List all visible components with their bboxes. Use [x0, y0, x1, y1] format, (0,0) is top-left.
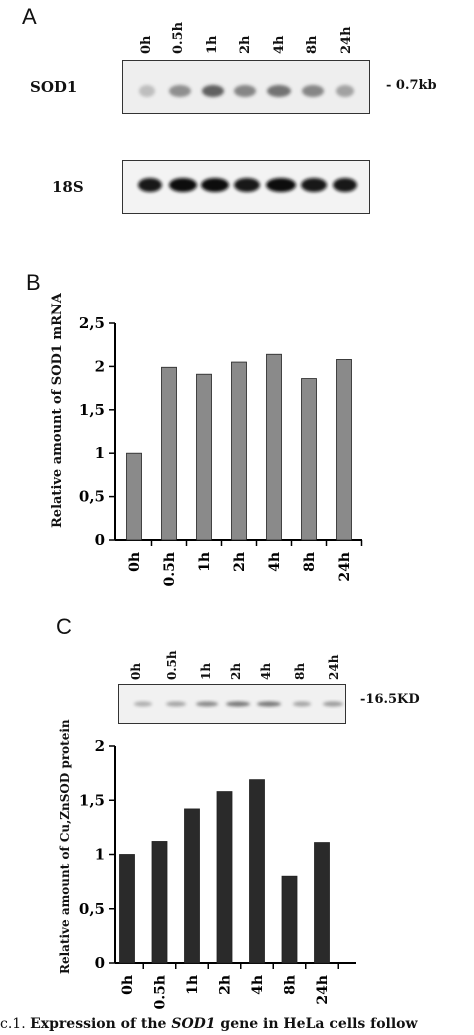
- rrna-band-6: [333, 178, 357, 192]
- bar-4h: [249, 779, 265, 964]
- y-tick-label: 0,5: [79, 900, 105, 918]
- protein-band-3: [226, 701, 250, 707]
- protein-western-blot: [118, 684, 346, 724]
- panel-a-lane-0-5h: 0.5h: [170, 21, 186, 54]
- panel-a-lane-24h: 24h: [338, 26, 354, 54]
- bar-8h: [281, 875, 298, 964]
- y-tick-label: 2: [95, 737, 105, 755]
- x-category-label: 0h: [120, 975, 136, 995]
- y-tick-label: 0: [95, 531, 105, 549]
- sod1-band-1: [169, 85, 191, 97]
- bar-8h: [301, 378, 317, 541]
- panel-c-letter: C: [56, 614, 72, 639]
- panel-a-lane-2h: 2h: [237, 35, 253, 55]
- protein-blot-bands: [134, 701, 343, 707]
- y-tick-label: 0,5: [79, 488, 105, 506]
- rrna-band-2: [201, 178, 229, 192]
- rrna-blot-bands: [138, 178, 357, 192]
- caption-prefix: c.1.: [0, 1016, 31, 1032]
- x-category-label: 24h: [315, 975, 331, 1005]
- y-tick-label: 2,5: [79, 314, 105, 332]
- sod1-band-5: [302, 85, 324, 97]
- x-category-label: 1h: [185, 975, 201, 995]
- sod1-band-6: [336, 85, 354, 97]
- sod1-band-2: [202, 85, 224, 97]
- caption-text-1: Expression of the: [30, 1016, 172, 1032]
- panel-c-lane-0-5h: 0.5h: [165, 650, 180, 680]
- panel-c-lane-2h: 2h: [229, 662, 244, 680]
- caption-gene: SOD1: [171, 1016, 216, 1032]
- figure-caption: c.1. Expression of the SOD1 gene in HeLa…: [0, 1016, 474, 1035]
- sod1-blot-bands: [139, 85, 354, 97]
- sod1-band-0: [139, 85, 155, 97]
- y-tick-label: 1: [95, 846, 105, 864]
- panel-a-letter: A: [22, 4, 37, 29]
- panel-b-mrna-chart: 0 0,5 1 1,5 2 2,5 0h 0.5h 1h 2h 4h 8h 24h: [79, 314, 363, 587]
- x-category-label: 8h: [283, 975, 299, 995]
- y-tick-label: 1,5: [79, 791, 105, 809]
- protein-band-1: [166, 701, 186, 707]
- panel-a-lane-0h: 0h: [138, 35, 154, 55]
- bar-0-5h: [161, 366, 177, 541]
- panel-c-lane-8h: 8h: [293, 662, 308, 680]
- y-tick-label: 1: [95, 444, 105, 462]
- bar-24h: [336, 359, 352, 541]
- protein-size-marker: -16.5KD: [360, 692, 420, 707]
- bar-2h: [231, 361, 247, 541]
- protein-band-2: [196, 701, 218, 707]
- x-category-label: 8h: [302, 552, 318, 572]
- bar-24h: [314, 842, 330, 964]
- protein-band-5: [293, 701, 311, 707]
- panel-b-letter: B: [26, 270, 41, 295]
- rrna-band-3: [234, 178, 260, 192]
- bar-0-5h: [151, 841, 168, 964]
- panel-a-lane-4h: 4h: [271, 35, 287, 55]
- bar-0h: [126, 452, 142, 541]
- rrna-band-4: [266, 178, 296, 192]
- x-category-label: 0h: [127, 552, 143, 572]
- panel-a-lane-8h: 8h: [304, 35, 320, 55]
- y-tick-label: 0: [95, 954, 105, 972]
- y-tick-label: 1,5: [79, 401, 105, 419]
- caption-text-2: gene in HeLa cells follow: [215, 1016, 418, 1032]
- protein-band-0: [134, 701, 152, 707]
- bar-1h: [184, 808, 200, 964]
- x-category-label: 4h: [250, 975, 266, 995]
- bar-2h: [216, 791, 233, 964]
- sod1-size-marker: - 0.7kb: [386, 78, 437, 93]
- panel-c-lane-24h: 24h: [327, 654, 342, 680]
- x-category-label: 2h: [218, 975, 234, 995]
- x-category-label: 4h: [267, 552, 283, 572]
- panel-c-lane-4h: 4h: [259, 662, 274, 680]
- x-category-label: 1h: [197, 552, 213, 572]
- x-category-label: 24h: [337, 552, 353, 582]
- panel-c-protein-chart: 0 0,5 1 1,5 2 0h 0.5h 1h 2h 4h 8h 24h: [79, 737, 356, 1010]
- x-category-label: 2h: [232, 552, 248, 572]
- rrna-18s-label: 18S: [52, 178, 84, 196]
- rrna-band-5: [301, 178, 327, 192]
- sod1-band-3: [234, 85, 256, 97]
- x-category-label: 0.5h: [162, 552, 178, 587]
- bar-1h: [196, 373, 212, 541]
- panel-c-lane-1h: 1h: [199, 662, 214, 680]
- panel-c-lane-0h: 0h: [129, 662, 144, 680]
- protein-band-4: [257, 701, 281, 707]
- x-category-label: 0.5h: [153, 975, 169, 1010]
- protein-band-6: [323, 701, 343, 707]
- panel-a-lane-1h: 1h: [204, 35, 220, 55]
- bar-0h: [119, 854, 135, 964]
- rrna-band-1: [169, 178, 197, 192]
- rrna-18s-blot: [122, 160, 370, 214]
- y-tick-label: 2: [95, 357, 105, 375]
- sod1-label: SOD1: [30, 78, 78, 96]
- sod1-northern-blot: [122, 60, 370, 114]
- rrna-band-0: [138, 178, 162, 192]
- bar-4h: [266, 353, 282, 541]
- sod1-band-4: [267, 85, 291, 97]
